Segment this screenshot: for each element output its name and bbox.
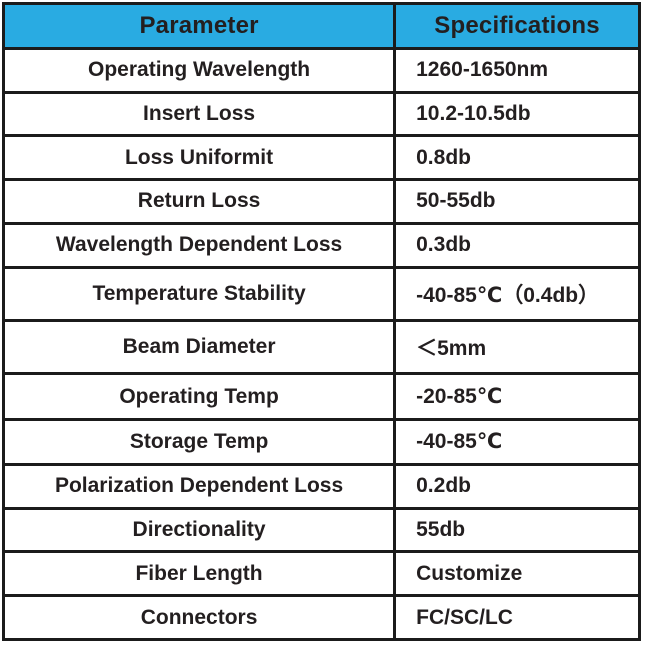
spec-cell: -40-85℃ (393, 417, 641, 467)
param-cell: Directionality (1, 506, 397, 554)
spec-cell: 0.8db (393, 134, 641, 182)
table-row: Storage Temp -40-85℃ (1, 417, 641, 467)
spec-cell: 10.2-10.5db (393, 90, 641, 138)
specifications-table: Parameter Specifications Operating Wavel… (1, 2, 641, 641)
param-cell: Loss Uniformit (1, 134, 397, 182)
param-cell: Connectors (1, 594, 397, 641)
header-parameter: Parameter (1, 2, 397, 50)
table-row: Wavelength Dependent Loss 0.3db (1, 221, 641, 269)
param-cell: Insert Loss (1, 90, 397, 138)
spec-cell: 0.2db (393, 463, 641, 510)
param-cell: Fiber Length (1, 550, 397, 598)
table-row: Directionality 55db (1, 506, 641, 554)
table-row: Operating Wavelength 1260-1650nm (1, 47, 641, 94)
param-cell: Polarization Dependent Loss (1, 463, 397, 510)
table-row: Return Loss 50-55db (1, 178, 641, 225)
table-header: Parameter Specifications (1, 2, 641, 50)
table-row: Beam Diameter ＜5mm (1, 318, 641, 376)
table-row: Operating Temp -20-85℃ (1, 372, 641, 421)
spec-cell: 1260-1650nm (393, 47, 641, 94)
spec-cell: -20-85℃ (393, 372, 641, 421)
table-row: Insert Loss 10.2-10.5db (1, 90, 641, 138)
spec-cell: Customize (393, 550, 641, 598)
param-cell: Wavelength Dependent Loss (1, 221, 397, 269)
header-specifications: Specifications (393, 2, 641, 50)
table-row: Temperature Stability -40-85℃（0.4db） (1, 265, 641, 322)
header-row: Parameter Specifications (1, 2, 641, 50)
spec-cell: -40-85℃（0.4db） (393, 265, 641, 322)
spec-cell: FC/SC/LC (393, 594, 641, 641)
param-cell: Storage Temp (1, 417, 397, 467)
param-cell: Return Loss (1, 178, 397, 225)
param-cell: Operating Temp (1, 372, 397, 421)
table-body: Operating Wavelength 1260-1650nm Insert … (1, 47, 641, 641)
spec-cell: ＜5mm (393, 318, 641, 376)
param-cell: Beam Diameter (1, 318, 397, 376)
param-cell: Temperature Stability (1, 265, 397, 322)
table-row: Loss Uniformit 0.8db (1, 134, 641, 182)
table-row: Connectors FC/SC/LC (1, 594, 641, 641)
spec-cell: 50-55db (393, 178, 641, 225)
table-row: Polarization Dependent Loss 0.2db (1, 463, 641, 510)
param-cell: Operating Wavelength (1, 47, 397, 94)
table-row: Fiber Length Customize (1, 550, 641, 598)
spec-cell: 0.3db (393, 221, 641, 269)
spec-cell: 55db (393, 506, 641, 554)
